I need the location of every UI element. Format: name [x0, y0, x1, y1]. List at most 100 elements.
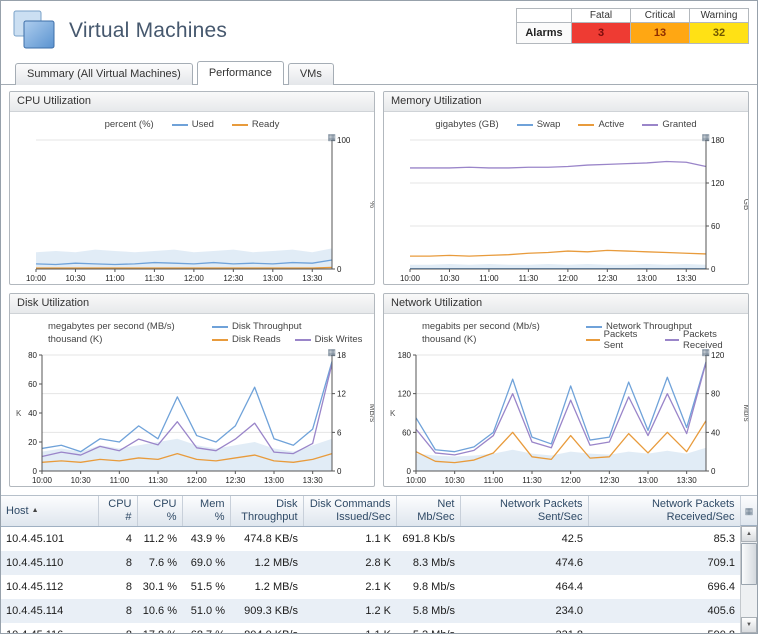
svg-text:13:00: 13:00 [637, 274, 658, 283]
column-header-network-packets-received-sec[interactable]: Network Packets Received/Sec [588, 496, 741, 527]
page-header: Virtual Machines Fatal Critical Warning … [1, 1, 757, 55]
column-header-label: Mem % [200, 498, 225, 523]
cpu-chart-legend: percent (%) Used Ready [10, 112, 374, 133]
table-row-10.4.45.114[interactable]: 10.4.45.114 8 10.6 % 51.0 % 909.3 KB/s 1.2 K 5… [1, 598, 740, 623]
table-row-10.4.45.110[interactable]: 10.4.45.110 8 7.6 % 69.0 % 1.2 MB/s 2.8 K 8.3 … [1, 550, 740, 575]
cell-network-packets-received-sec: 696.4 [707, 580, 735, 593]
svg-text:11:30: 11:30 [522, 476, 542, 485]
column-header-network-packets-sent-sec[interactable]: Network Packets Sent/Sec [460, 496, 589, 527]
legend-line-swatch [516, 123, 533, 126]
column-header-cpu[interactable]: CPU # [98, 496, 138, 527]
legend-line-swatch [665, 338, 680, 341]
cell-host: 10.4.45.116 [1, 623, 98, 634]
cell-network-packets-received-sec: 85.3 [713, 532, 735, 545]
svg-text:12:30: 12:30 [225, 476, 246, 485]
svg-text:10:30: 10:30 [71, 476, 92, 485]
chart-panel-cpu-utilization: CPU Utilization percent (%) Used Ready 10:… [9, 91, 375, 285]
tab-summary-all-virtual-machines[interactable]: Summary (All Virtual Machines) [15, 63, 193, 85]
svg-text:80: 80 [28, 351, 37, 360]
cell-net-mb-sec: 8.3 Mb/s [412, 556, 455, 569]
column-header-label: Disk Throughput [241, 498, 298, 523]
cell-disk-throughput: 1.2 MB/s [254, 556, 298, 569]
table-row-10.4.45.101[interactable]: 10.4.45.101 4 11.2 % 43.9 % 474.8 KB/s 1.1 K 6… [1, 527, 740, 551]
alarms-label: Alarms [516, 22, 572, 44]
alarms-warning-count[interactable]: 32 [689, 22, 749, 44]
host-metrics-table-area: Host ▲ CPU # CPU % Mem % Disk Throughput Disk … [1, 495, 757, 633]
legend-row: thousand (K) Packets Sent Packets Received [384, 329, 748, 351]
alarms-summary-table: Fatal Critical Warning Alarms 3 13 32 [516, 8, 749, 44]
column-header-label: Net Mb/Sec [417, 498, 455, 523]
svg-text:60: 60 [28, 380, 37, 389]
svg-text:11:30: 11:30 [145, 274, 165, 283]
alarms-fatal-count[interactable]: 3 [571, 22, 631, 44]
cell-host: 10.4.45.101 [6, 532, 65, 545]
svg-text:40: 40 [711, 428, 720, 437]
cell-network-packets-sent-sec: 234.0 [555, 604, 583, 617]
legend-unit-label: thousand (K) [422, 334, 477, 345]
column-header-label: Network Packets Received/Sec [651, 498, 735, 523]
cell-network-packets-received-sec: 590.8 [588, 623, 740, 634]
cell-cpu: 30.1 % [142, 580, 177, 593]
disk-utilization-chart: 10:00 10:30 11:00 11:30 12:00 12:30 13:00 13:30… [10, 348, 374, 486]
cell-host: 10.4.45.114 [6, 604, 64, 617]
cell-net-mb-sec: 5.2 Mb/s [396, 623, 460, 634]
svg-text:40: 40 [28, 409, 37, 418]
svg-text:K: K [16, 409, 22, 418]
svg-text:12:30: 12:30 [223, 274, 244, 283]
column-header-net-mb-sec[interactable]: Net Mb/Sec [396, 496, 461, 527]
cell-disk-throughput: 1.2 MB/s [254, 580, 298, 593]
legend-series-name: Disk Writes [314, 334, 363, 345]
svg-text:13:30: 13:30 [303, 476, 324, 485]
alarms-summary: Fatal Critical Warning Alarms 3 13 32 [516, 8, 749, 44]
chart-options-icon[interactable]: ▦ [327, 132, 336, 142]
column-header-label: Network Packets Sent/Sec [499, 498, 583, 523]
column-header-disk-commands-issued-sec[interactable]: Disk Commands Issued/Sec [303, 496, 397, 527]
cell-cpu: 17.8 % [137, 623, 182, 634]
scroll-down-button[interactable]: ▼ [741, 617, 757, 633]
legend-item-used: Used [171, 119, 214, 130]
chart-options-icon[interactable]: ▦ [327, 347, 336, 357]
cell-cpu: 8 [125, 580, 132, 593]
cell-disk-throughput: 474.8 KB/s [244, 532, 298, 545]
column-header-label: Disk Commands Issued/Sec [309, 498, 391, 523]
cell-disk-commands-issued-sec: 2.1 K [365, 580, 391, 593]
svg-text:K: K [390, 409, 396, 418]
cell-disk-commands-issued-sec: 1.1 K [303, 623, 396, 634]
table-row-10.4.45.112[interactable]: 10.4.45.112 8 30.1 % 51.5 % 1.2 MB/s 2.1 K 9.8… [1, 575, 740, 599]
svg-text:0: 0 [407, 467, 412, 476]
table-header-row: Host ▲ CPU # CPU % Mem % Disk Throughput Disk … [1, 496, 741, 527]
network-chart-title: Network Utilization [384, 294, 748, 314]
tab-vms[interactable]: VMs [287, 63, 334, 85]
cell-mem: 51.5 % [190, 580, 225, 593]
svg-text:18: 18 [337, 351, 346, 360]
svg-text:0: 0 [711, 467, 716, 476]
chart-options-icon[interactable]: ▦ [701, 132, 710, 142]
svg-text:13:30: 13:30 [302, 274, 323, 283]
tab-performance[interactable]: Performance [196, 61, 284, 85]
legend-item-packets-sent: Packets Sent [586, 329, 651, 351]
svg-text:12:30: 12:30 [597, 274, 618, 283]
svg-text:13:30: 13:30 [677, 476, 698, 485]
column-header-mem[interactable]: Mem % [182, 496, 231, 527]
column-header-cpu[interactable]: CPU % [137, 496, 183, 527]
legend-item-disk-reads: Disk Reads [212, 334, 281, 345]
cell-network-packets-sent-sec: 231.8 [460, 623, 588, 634]
scroll-up-button[interactable]: ▲ [741, 526, 757, 542]
column-header-host[interactable]: Host ▲ [1, 496, 99, 527]
legend-line-swatch [294, 338, 311, 341]
sort-ascending-icon: ▲ [31, 507, 39, 514]
table-options-icon[interactable]: ▦ [744, 506, 754, 516]
svg-text:0: 0 [337, 265, 342, 274]
svg-text:12:00: 12:00 [187, 476, 208, 485]
legend-unit-label: megabits per second (Mb/s) [422, 321, 540, 332]
network-utilization-chart: 10:00 10:30 11:00 11:30 12:00 12:30 13:00 13:30… [384, 348, 748, 486]
chart-options-icon[interactable]: ▦ [701, 347, 710, 357]
alarms-critical-count[interactable]: 13 [630, 22, 690, 44]
table-row-10.4.45.116[interactable]: 10.4.45.116817.8 %68.7 %804.0 KB/s1.1 K5… [1, 623, 740, 634]
column-header-disk-throughput[interactable]: Disk Throughput [230, 496, 304, 527]
scrollbar-thumb[interactable] [741, 543, 757, 585]
legend-line-swatch [231, 123, 248, 126]
cell-disk-commands-issued-sec: 1.2 K [365, 604, 391, 617]
svg-text:12:00: 12:00 [184, 274, 205, 283]
